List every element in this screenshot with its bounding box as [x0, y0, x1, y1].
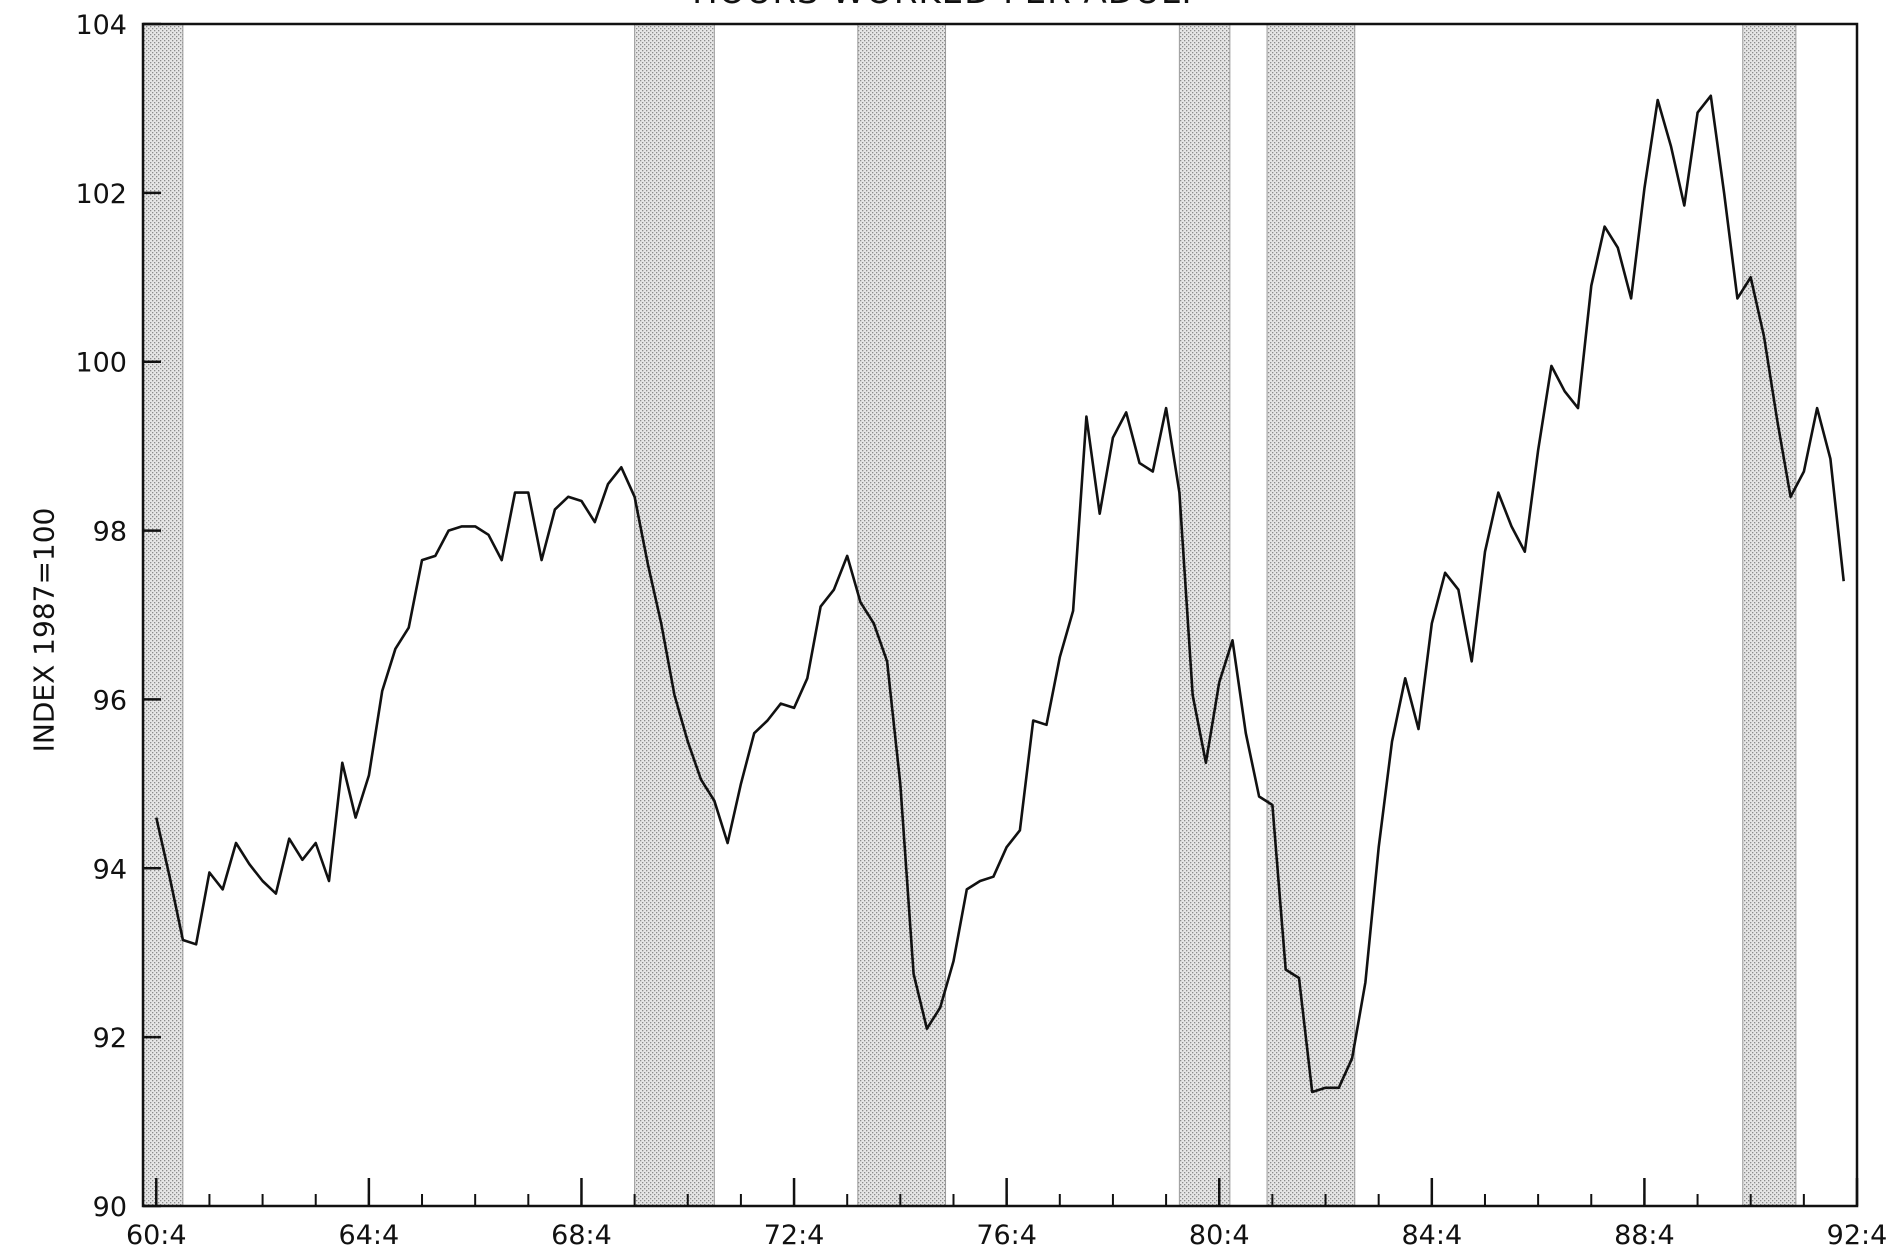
x-tick-label: 88:4 — [1614, 1220, 1675, 1251]
y-tick-label: 94 — [93, 854, 127, 885]
x-tick-label: 80:4 — [1189, 1220, 1250, 1251]
x-tick-label: 64:4 — [339, 1220, 400, 1251]
y-tick-label: 104 — [75, 10, 127, 41]
recession-band-5 — [1266, 23, 1356, 1207]
recession-band-6 — [1742, 23, 1797, 1207]
y-tick-label: 102 — [75, 179, 127, 210]
y-axis-ticks: 90 92 94 96 98 100 102 104 — [75, 10, 161, 1223]
hours-worked-line — [155, 94, 1845, 1094]
y-tick-label: 96 — [93, 685, 127, 716]
y-tick-label: 92 — [93, 1023, 127, 1054]
x-tick-label: 84:4 — [1402, 1220, 1463, 1251]
recession-band-1 — [142, 23, 184, 1207]
y-tick-label: 90 — [93, 1192, 127, 1223]
x-axis-ticks: 60:4 64:4 68:4 72:4 76:4 80:4 84:4 88:4 92:4 — [126, 1178, 1887, 1251]
x-tick-label: 92:4 — [1827, 1220, 1888, 1251]
recession-band-2 — [634, 23, 715, 1207]
x-tick-label: 60:4 — [126, 1220, 187, 1251]
y-tick-label: 98 — [93, 517, 127, 548]
recession-band-3 — [857, 23, 947, 1207]
chart-title: HOURS WORKED PER ADULT — [0, 0, 1890, 12]
recession-bands — [142, 23, 1797, 1207]
y-tick-label: 100 — [75, 348, 127, 379]
x-tick-label: 76:4 — [976, 1220, 1037, 1251]
x-tick-label: 72:4 — [764, 1220, 825, 1251]
x-tick-label: 68:4 — [551, 1220, 612, 1251]
plot-frame — [141, 22, 1859, 1208]
